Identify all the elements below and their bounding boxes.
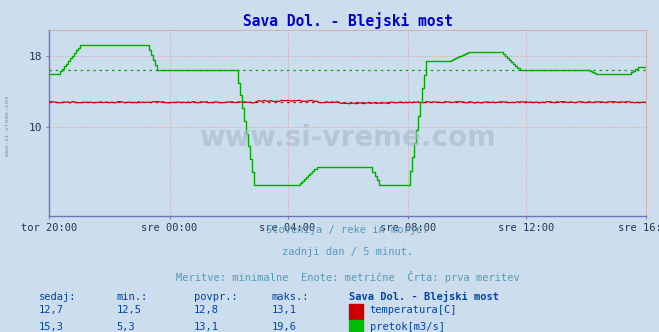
Text: 12,5: 12,5: [117, 305, 142, 315]
Title: Sava Dol. - Blejski most: Sava Dol. - Blejski most: [243, 12, 453, 29]
Text: maks.:: maks.:: [272, 291, 309, 301]
Text: 15,3: 15,3: [39, 322, 64, 332]
Text: Meritve: minimalne  Enote: metrične  Črta: prva meritev: Meritve: minimalne Enote: metrične Črta:…: [176, 271, 519, 283]
Text: 13,1: 13,1: [272, 305, 297, 315]
Bar: [349, 320, 363, 332]
Text: www.si-vreme.com: www.si-vreme.com: [199, 124, 496, 152]
Text: 13,1: 13,1: [194, 322, 219, 332]
Text: 5,3: 5,3: [117, 322, 135, 332]
Text: min.:: min.:: [117, 291, 148, 301]
Text: sedaj:: sedaj:: [39, 291, 76, 301]
Text: 12,7: 12,7: [39, 305, 64, 315]
Text: Slovenija / reke in morje.: Slovenija / reke in morje.: [266, 225, 429, 235]
Text: 19,6: 19,6: [272, 322, 297, 332]
Text: 12,8: 12,8: [194, 305, 219, 315]
Text: povpr.:: povpr.:: [194, 291, 238, 301]
Text: www.si-vreme.com: www.si-vreme.com: [5, 96, 11, 156]
Bar: [349, 304, 363, 319]
Text: pretok[m3/s]: pretok[m3/s]: [370, 322, 445, 332]
Text: Sava Dol. - Blejski most: Sava Dol. - Blejski most: [349, 291, 499, 302]
Text: zadnji dan / 5 minut.: zadnji dan / 5 minut.: [282, 247, 413, 257]
Text: temperatura[C]: temperatura[C]: [370, 305, 457, 315]
